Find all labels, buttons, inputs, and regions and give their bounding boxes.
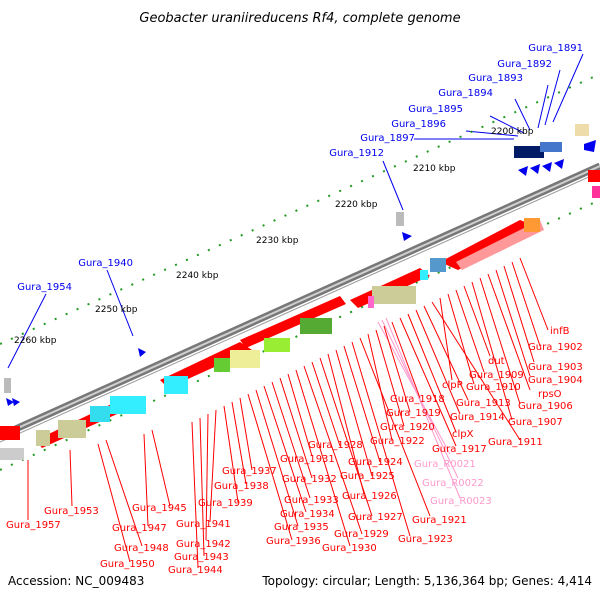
gene-label-gura-1894: Gura_1894: [438, 88, 493, 99]
gene-label-gura-1907: Gura_1907: [508, 417, 563, 428]
gene-label-gura-1922: Gura_1922: [370, 436, 425, 447]
gene-label-gura-1895: Gura_1895: [408, 104, 463, 115]
gene-label-gura-1936: Gura_1936: [266, 536, 321, 547]
tick-2210: 2210 kbp: [413, 164, 456, 174]
minus-strand-features: [0, 170, 600, 460]
gene-label-gura-1950: Gura_1950: [100, 559, 155, 570]
backbone: [0, 162, 600, 443]
gene-label-gura-1943: Gura_1943: [174, 552, 229, 563]
rna-label-gura-r0021: Gura_R0021: [414, 459, 476, 470]
gene-label-gura-1933: Gura_1933: [284, 495, 339, 506]
gene-label-gura-1957: Gura_1957: [6, 520, 61, 531]
gene-label-gura-1891: Gura_1891: [528, 43, 583, 54]
gene-label-gura-1941: Gura_1941: [176, 519, 231, 530]
gene-label-gura-1935: Gura_1935: [274, 522, 329, 533]
gene-label-gura-1902: Gura_1902: [528, 342, 583, 353]
minus-strand-labels: infB Gura_1902 Gura_1903 Gura_1904 rpsO …: [6, 257, 583, 576]
gene-label-gura-1919: Gura_1919: [386, 408, 441, 419]
gene-label-rpso: rpsO: [538, 389, 562, 400]
gene-label-gura-1896: Gura_1896: [391, 119, 446, 130]
gene-label-gura-1929: Gura_1929: [334, 529, 389, 540]
gene-label-gura-1906: Gura_1906: [518, 401, 573, 412]
rna-features: Gura_R0021 Gura_R0022 Gura_R0023: [377, 317, 492, 507]
gene-label-gura-1910: Gura_1910: [466, 382, 521, 393]
gene-label-infb: infB: [550, 326, 570, 337]
gene-label-gura-1942: Gura_1942: [176, 539, 231, 550]
gene-label-gura-1903: Gura_1903: [528, 362, 583, 373]
gene-label-gura-1924: Gura_1924: [348, 457, 403, 468]
gene-label-gura-1923: Gura_1923: [398, 534, 453, 545]
gene-label-gura-1930: Gura_1930: [322, 543, 377, 554]
gene-label-gura-1892: Gura_1892: [497, 59, 552, 70]
gene-label-gura-1927: Gura_1927: [348, 512, 403, 523]
gene-label-gura-1948: Gura_1948: [114, 543, 169, 554]
gene-label-dut: dut: [488, 356, 505, 367]
gene-label-gura-1914: Gura_1914: [450, 412, 505, 423]
rna-label-gura-r0022: Gura_R0022: [422, 478, 484, 489]
gene-label-gura-1911: Gura_1911: [488, 437, 543, 448]
gene-label-gura-1947: Gura_1947: [112, 523, 167, 534]
gene-label-gura-1926: Gura_1926: [342, 491, 397, 502]
rna-label-gura-r0023: Gura_R0023: [430, 496, 492, 507]
gene-label-gura-1940: Gura_1940: [78, 258, 133, 269]
gene-label-gura-1917: Gura_1917: [432, 444, 487, 455]
gene-label-gura-1934: Gura_1934: [280, 509, 335, 520]
gene-label-clpp: clpP: [442, 380, 463, 391]
gene-label-gura-1931: Gura_1931: [280, 454, 335, 465]
map-title: Geobacter uraniireducens Rf4, complete g…: [139, 11, 460, 26]
plus-strand-labels: Gura_1891 Gura_1892 Gura_1893 Gura_1894 …: [7, 43, 584, 369]
tick-2260: 2260 kbp: [14, 336, 57, 346]
gene-label-gura-1939: Gura_1939: [198, 498, 253, 509]
gene-label-gura-1925: Gura_1925: [340, 471, 395, 482]
gene-label-gura-1932: Gura_1932: [282, 474, 337, 485]
gene-label-gura-1909: Gura_1909: [469, 370, 524, 381]
gene-label-gura-1920: Gura_1920: [380, 422, 435, 433]
gene-label-gura-1953: Gura_1953: [44, 506, 99, 517]
gene-label-gura-1913: Gura_1913: [456, 398, 511, 409]
accession-text: Accession: NC_009483: [8, 574, 144, 588]
plus-strand-features: [4, 124, 596, 406]
gene-label-gura-1944: Gura_1944: [168, 565, 223, 576]
tick-2250: 2250 kbp: [95, 305, 138, 315]
gene-label-gura-1938: Gura_1938: [214, 481, 269, 492]
gene-label-gura-1937: Gura_1937: [222, 466, 277, 477]
gene-label-gura-1921: Gura_1921: [412, 515, 467, 526]
scale-ticks: 2200 kbp 2210 kbp 2220 kbp 2230 kbp 2240…: [14, 127, 534, 346]
gene-label-gura-1928: Gura_1928: [308, 440, 363, 451]
tick-2240: 2240 kbp: [176, 271, 219, 281]
gene-label-gura-1912: Gura_1912: [329, 148, 384, 159]
scale-dots: [0, 73, 600, 471]
gene-label-gura-1954: Gura_1954: [17, 282, 72, 293]
gene-label-gura-1893: Gura_1893: [468, 73, 523, 84]
gene-label-gura-1897: Gura_1897: [360, 133, 415, 144]
gene-label-gura-1904: Gura_1904: [528, 375, 583, 386]
gene-label-gura-1918: Gura_1918: [390, 394, 445, 405]
gene-label-clpx: clpX: [452, 429, 474, 440]
genome-summary-text: Topology: circular; Length: 5,136,364 bp…: [261, 574, 592, 588]
gene-label-gura-1945: Gura_1945: [132, 503, 187, 514]
tick-2200: 2200 kbp: [491, 127, 534, 137]
tick-2220: 2220 kbp: [335, 200, 378, 210]
tick-2230: 2230 kbp: [256, 236, 299, 246]
